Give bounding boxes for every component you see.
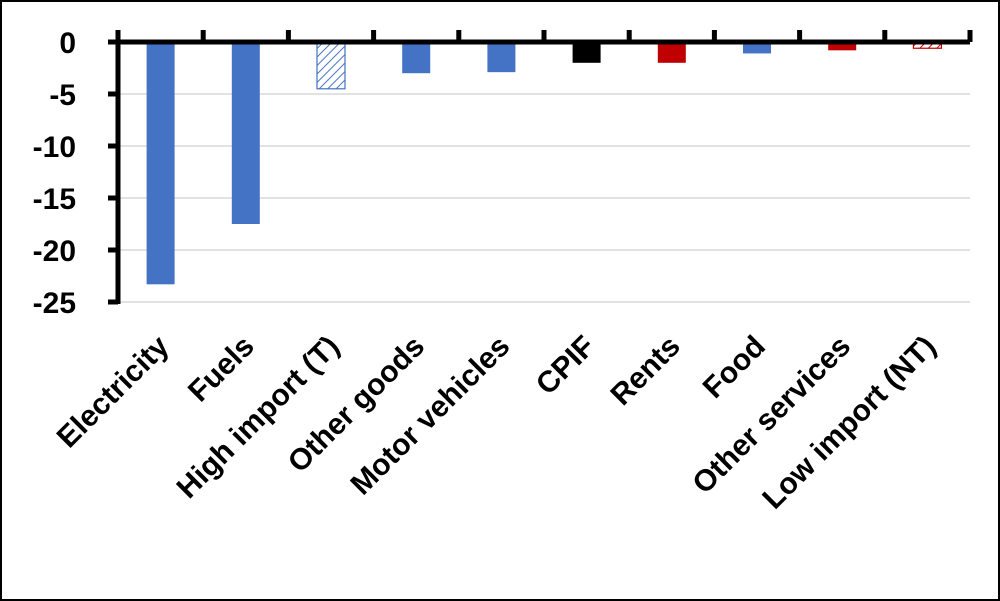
y-tick-labels: 0 -5 -10 -15 -20 -25 bbox=[33, 27, 76, 320]
category-label-7: Food bbox=[697, 330, 772, 405]
bar-5 bbox=[572, 42, 601, 63]
category-label-1: Fuels bbox=[182, 330, 261, 409]
y-tick-label-3: -15 bbox=[33, 183, 76, 216]
y-tick-label-2: -10 bbox=[33, 131, 76, 164]
bar-8 bbox=[828, 42, 857, 51]
bar-7 bbox=[743, 42, 771, 54]
bar-6 bbox=[657, 42, 686, 63]
y-tick-label-0: 0 bbox=[59, 27, 76, 60]
category-label-5: CPIF bbox=[530, 330, 602, 402]
category-label-4: Motor vehicles bbox=[344, 330, 516, 502]
bar-2 bbox=[316, 41, 346, 90]
bar-0 bbox=[146, 42, 175, 285]
bar-1 bbox=[231, 42, 260, 224]
bar-3 bbox=[402, 42, 431, 74]
bar-4 bbox=[487, 42, 516, 73]
axes bbox=[108, 30, 973, 305]
y-tick-label-1: -5 bbox=[49, 79, 76, 112]
category-label-8: Other services bbox=[686, 330, 857, 501]
category-label-6: Rents bbox=[604, 330, 686, 412]
y-tick-label-4: -20 bbox=[33, 235, 76, 268]
y-tick-label-5: -25 bbox=[33, 287, 76, 320]
gridlines bbox=[118, 93, 970, 303]
category-label-0: Electricity bbox=[51, 329, 176, 454]
bars bbox=[146, 41, 943, 285]
